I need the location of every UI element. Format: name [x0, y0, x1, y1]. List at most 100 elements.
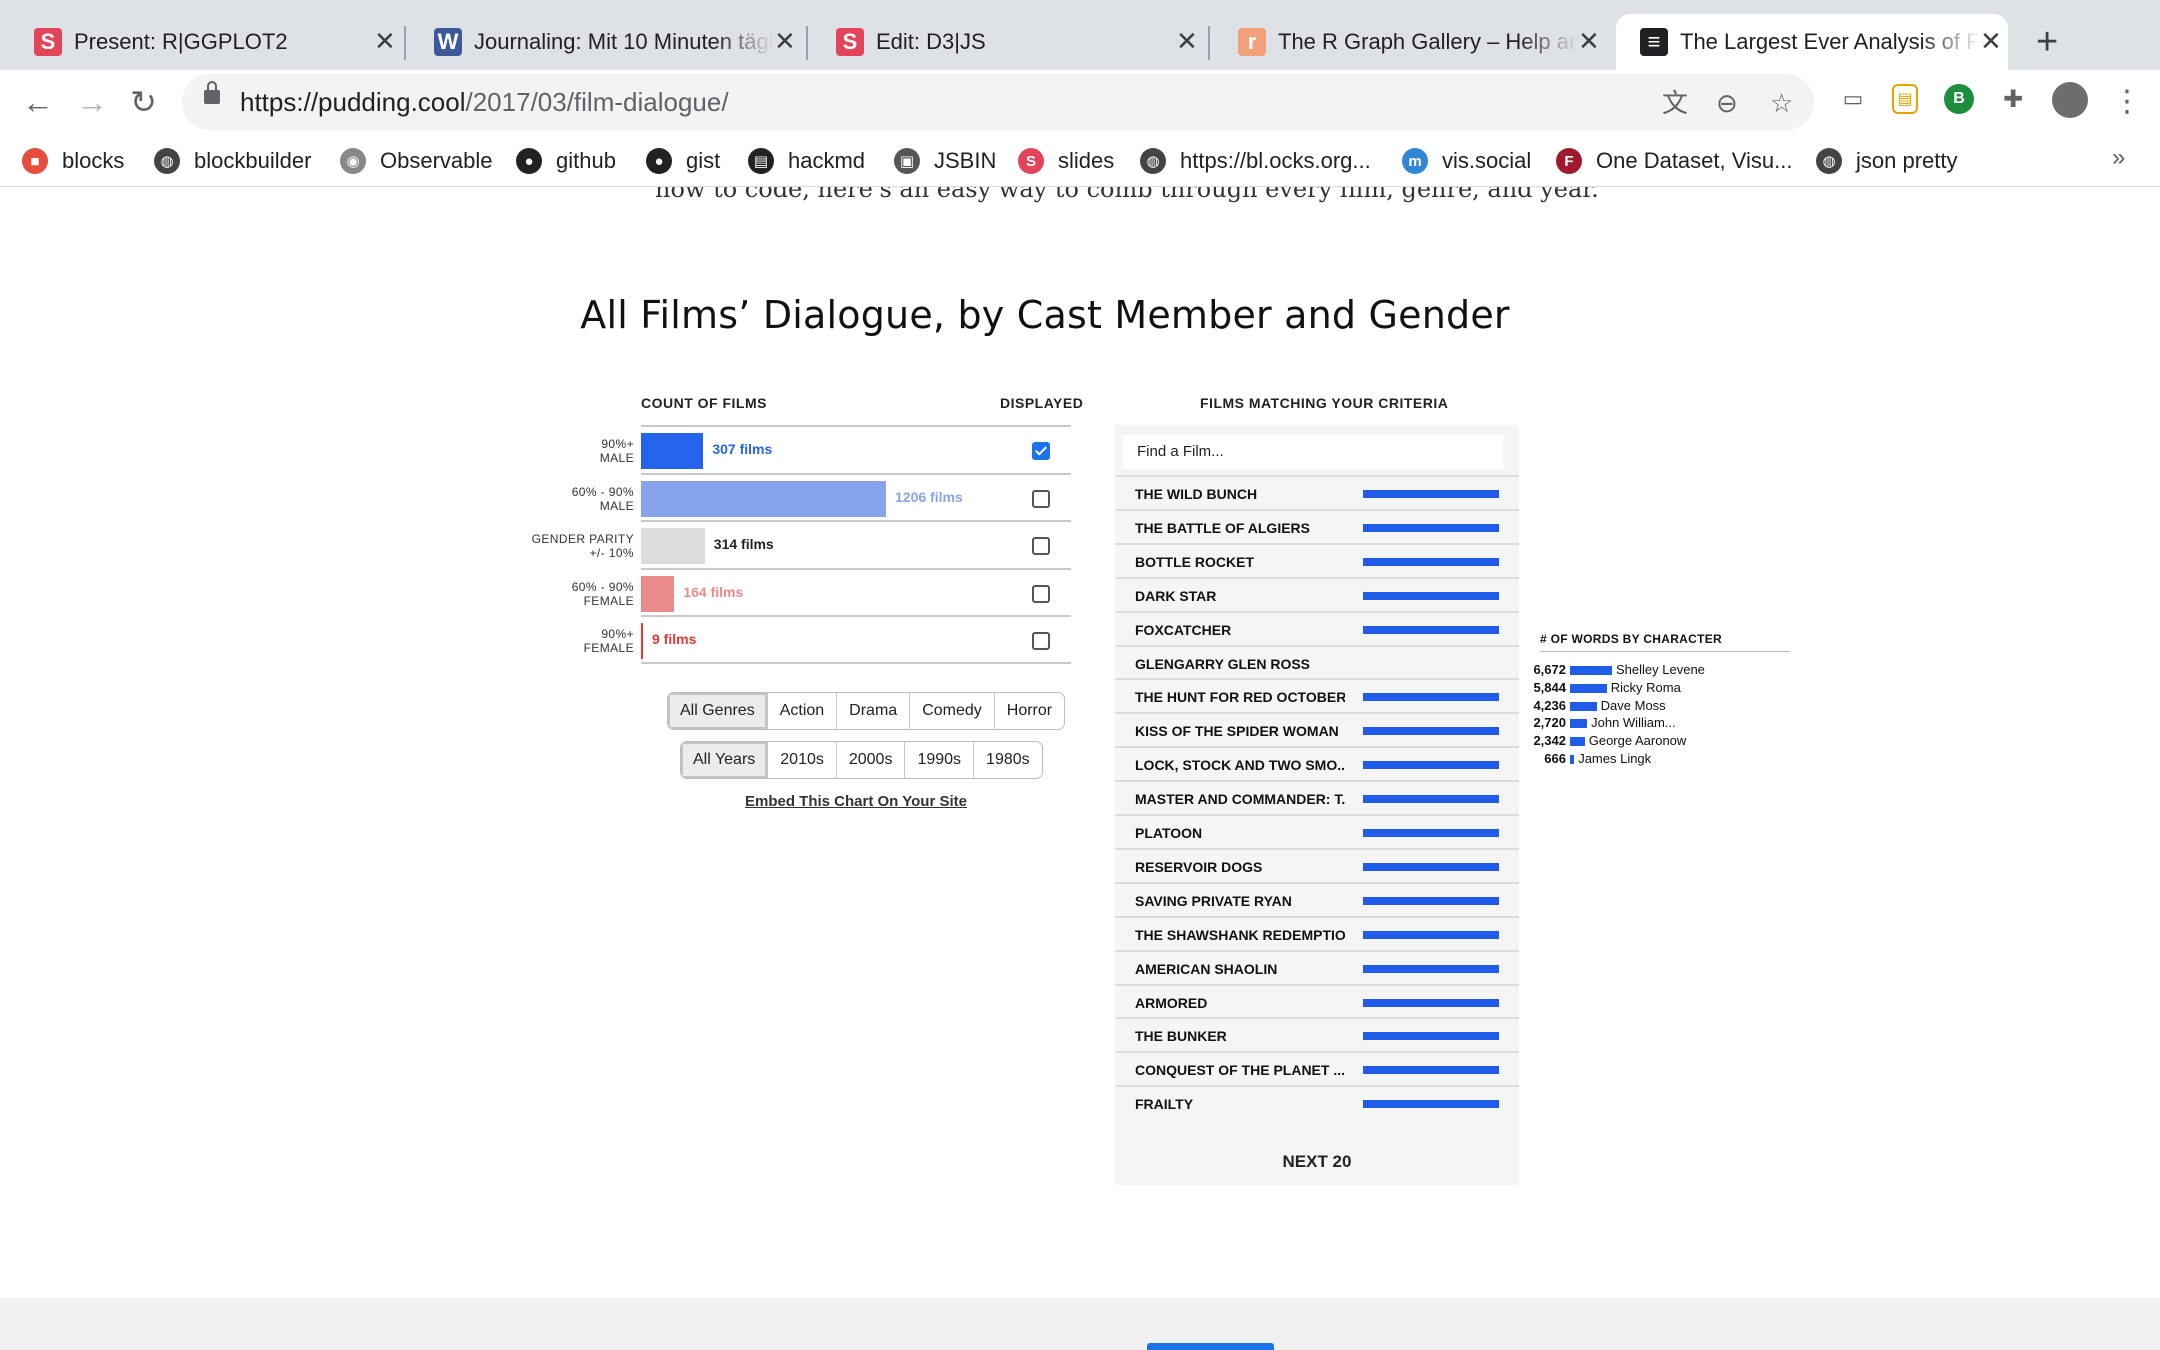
embed-chart-link[interactable]: Embed This Chart On Your Site: [745, 793, 967, 810]
film-row[interactable]: THE SHAWSHANK REDEMPTION: [1115, 915, 1519, 952]
tab-close-icon[interactable]: ✕: [1578, 26, 1600, 56]
film-title[interactable]: THE BUNKER: [1135, 1028, 1227, 1045]
film-row[interactable]: THE BUNKER: [1115, 1017, 1519, 1053]
film-title[interactable]: LOCK, STOCK AND TWO SMO...: [1135, 757, 1345, 774]
bookmark-item[interactable]: ◍ json pretty: [1816, 144, 1958, 178]
url-text[interactable]: https://pudding.cool/2017/03/film-dialog…: [240, 86, 729, 118]
film-title[interactable]: BOTTLE ROCKET: [1135, 553, 1254, 570]
film-row[interactable]: CONQUEST OF THE PLANET ...: [1115, 1051, 1519, 1087]
film-title[interactable]: THE HUNT FOR RED OCTOBER: [1135, 689, 1345, 706]
film-title[interactable]: CONQUEST OF THE PLANET ...: [1135, 1062, 1345, 1079]
bookmark-item[interactable]: F One Dataset, Visu...: [1556, 144, 1792, 178]
browser-tab[interactable]: W Journaling: Mit 10 Minuten täglich ✕: [410, 14, 802, 70]
film-row[interactable]: ARMORED: [1115, 983, 1519, 1020]
film-title[interactable]: RESERVOIR DOGS: [1135, 858, 1263, 875]
new-tab-icon[interactable]: +: [2036, 21, 2059, 63]
displayed-checkbox[interactable]: [1032, 632, 1050, 650]
gender-bar-row[interactable]: 164 films: [641, 567, 1071, 617]
displayed-checkbox[interactable]: [1032, 489, 1050, 508]
bookmark-item[interactable]: ▤ hackmd: [748, 144, 865, 178]
film-row[interactable]: BOTTLE ROCKET: [1115, 542, 1519, 579]
decade-option[interactable]: 1980s: [973, 742, 1042, 778]
gender-bar-row[interactable]: 314 films: [641, 520, 1071, 569]
bookmark-item[interactable]: ◍ blockbuilder: [154, 144, 311, 178]
displayed-checkbox[interactable]: [1032, 537, 1050, 555]
film-row[interactable]: THE HUNT FOR RED OCTOBER: [1115, 678, 1519, 714]
film-row[interactable]: MASTER AND COMMANDER: T...: [1115, 780, 1519, 816]
bookmark-item[interactable]: ● gist: [646, 144, 720, 178]
bookmark-item[interactable]: m vis.social: [1402, 144, 1531, 178]
genre-option[interactable]: Comedy: [909, 693, 994, 729]
bookmark-item[interactable]: ■ blocks: [22, 144, 124, 178]
zoom-icon[interactable]: ⊖: [1716, 88, 1738, 118]
film-row[interactable]: GLENGARRY GLEN ROSS: [1115, 644, 1519, 681]
find-film-input[interactable]: Find a Film...: [1123, 435, 1503, 469]
film-title[interactable]: ARMORED: [1135, 994, 1208, 1011]
film-count-bar[interactable]: [641, 575, 675, 612]
film-title[interactable]: KISS OF THE SPIDER WOMAN: [1135, 723, 1339, 740]
profile-avatar-icon[interactable]: [2052, 82, 2088, 118]
next-20-button[interactable]: NEXT 20: [1282, 1152, 1352, 1171]
film-row[interactable]: FOXCATCHER: [1115, 610, 1519, 647]
bookmark-item[interactable]: ◉ Observable: [340, 144, 493, 178]
film-row[interactable]: AMERICAN SHAOLIN: [1115, 949, 1519, 986]
footer-button[interactable]: [1147, 1343, 1274, 1350]
film-row[interactable]: DARK STAR: [1115, 576, 1519, 613]
gender-bar-row[interactable]: 9 films: [641, 615, 1071, 664]
tab-close-icon[interactable]: ✕: [374, 26, 396, 56]
extensions-puzzle-icon[interactable]: ✚: [1998, 84, 2028, 114]
reload-icon[interactable]: ↻: [130, 84, 157, 120]
browser-tab[interactable]: S Edit: D3|JS ✕: [812, 14, 1204, 70]
tab-close-icon[interactable]: ✕: [774, 26, 796, 56]
film-title[interactable]: THE WILD BUNCH: [1135, 486, 1258, 502]
displayed-checkbox[interactable]: [1032, 584, 1050, 603]
back-arrow-icon[interactable]: ←: [22, 84, 54, 120]
gender-bar-row[interactable]: 307 films: [641, 425, 1071, 474]
film-count-bar[interactable]: [641, 480, 886, 517]
tab-close-icon[interactable]: ✕: [1176, 26, 1198, 56]
film-count-bar[interactable]: [641, 528, 705, 564]
film-row[interactable]: RESERVOIR DOGS: [1115, 847, 1519, 884]
film-title[interactable]: FOXCATCHER: [1135, 621, 1232, 638]
forward-arrow-icon[interactable]: →: [76, 84, 108, 120]
film-title[interactable]: GLENGARRY GLEN ROSS: [1135, 655, 1311, 672]
film-title[interactable]: PLATOON: [1135, 825, 1203, 841]
browser-tab[interactable]: S Present: R|GGPLOT2 ✕: [10, 14, 402, 70]
gender-bar-row[interactable]: 1206 films: [641, 472, 1071, 522]
menu-kebab-icon[interactable]: ⋮: [2112, 85, 2142, 118]
film-title[interactable]: SAVING PRIVATE RYAN: [1135, 892, 1292, 909]
film-title[interactable]: DARK STAR: [1135, 587, 1217, 604]
bookmark-star-icon[interactable]: ☆: [1770, 88, 1794, 118]
decade-option[interactable]: 2000s: [835, 742, 905, 778]
decade-option[interactable]: 1990s: [904, 742, 973, 778]
film-title[interactable]: AMERICAN SHAOLIN: [1135, 960, 1278, 977]
film-title[interactable]: FRAILTY: [1135, 1096, 1194, 1113]
bookmark-item[interactable]: ● github: [516, 144, 616, 178]
grammar-extension-icon[interactable]: B: [1944, 84, 1974, 114]
film-row[interactable]: SAVING PRIVATE RYAN: [1115, 881, 1519, 918]
displayed-checkbox[interactable]: [1032, 442, 1050, 460]
film-row[interactable]: KISS OF THE SPIDER WOMAN: [1115, 712, 1519, 748]
genre-option[interactable]: Action: [766, 693, 836, 729]
tab-close-icon[interactable]: ✕: [1980, 26, 2002, 56]
film-row[interactable]: PLATOON: [1115, 814, 1519, 850]
d3-extension-icon[interactable]: ▤: [1892, 84, 1918, 114]
browser-tab[interactable]: r The R Graph Gallery – Help and inspirat…: [1214, 14, 1606, 70]
genre-option[interactable]: Drama: [836, 693, 909, 729]
film-row[interactable]: THE WILD BUNCH: [1115, 475, 1519, 511]
film-row[interactable]: THE BATTLE OF ALGIERS: [1115, 508, 1519, 545]
decade-option[interactable]: All Years: [681, 742, 768, 778]
decade-option[interactable]: 2010s: [767, 742, 836, 778]
address-bar[interactable]: https://pudding.cool/2017/03/film-dialog…: [182, 74, 1814, 130]
bookmark-item[interactable]: ◍ https://bl.ocks.org...: [1140, 144, 1371, 178]
film-title[interactable]: THE BATTLE OF ALGIERS: [1135, 519, 1310, 536]
genre-option[interactable]: All Genres: [668, 693, 767, 729]
bookmarks-overflow-icon[interactable]: »: [2112, 144, 2126, 171]
cast-icon[interactable]: ▭: [1838, 84, 1868, 114]
bookmark-item[interactable]: ▣ JSBIN: [894, 144, 996, 178]
film-count-bar[interactable]: [641, 433, 704, 469]
film-row[interactable]: LOCK, STOCK AND TWO SMO...: [1115, 746, 1519, 782]
film-title[interactable]: THE SHAWSHANK REDEMPTION: [1135, 926, 1345, 943]
film-title[interactable]: MASTER AND COMMANDER: T...: [1135, 791, 1345, 808]
